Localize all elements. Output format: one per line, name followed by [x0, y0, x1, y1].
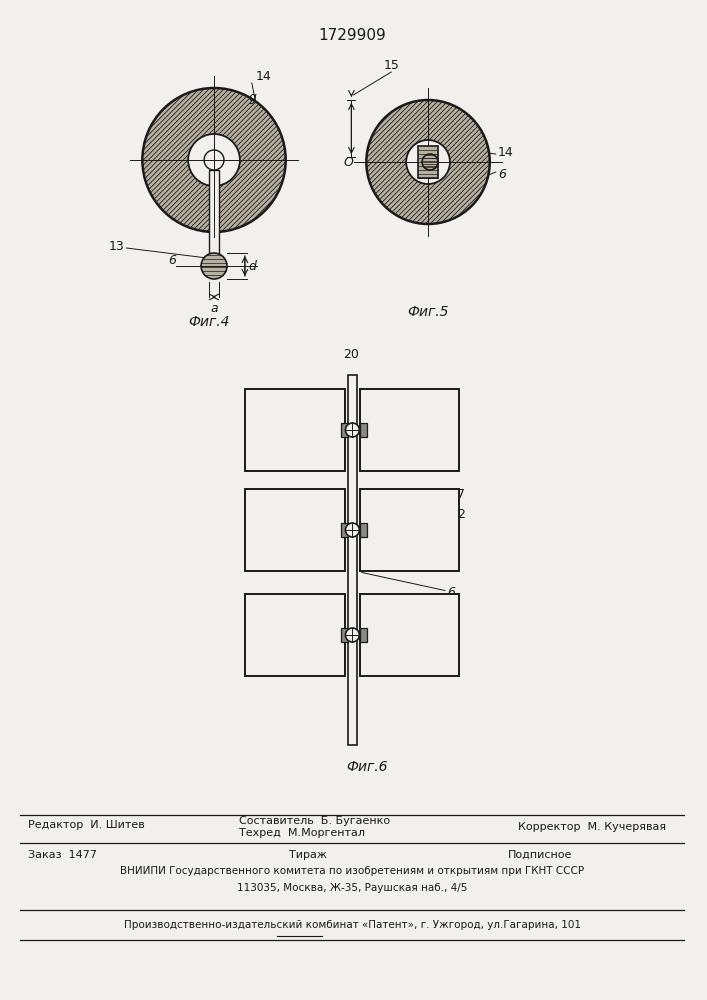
Text: d: d — [249, 259, 257, 272]
Bar — [360, 628, 367, 642]
Text: 14: 14 — [498, 145, 513, 158]
Bar — [245, 489, 345, 571]
Bar — [360, 523, 367, 537]
Text: 7: 7 — [457, 488, 465, 502]
Bar — [348, 375, 357, 745]
Text: 14: 14 — [256, 70, 271, 83]
Text: Подписное: Подписное — [508, 850, 572, 860]
Bar — [360, 389, 460, 471]
Text: O: O — [344, 155, 354, 168]
Bar — [209, 170, 219, 266]
Circle shape — [406, 140, 450, 184]
Bar — [341, 523, 349, 537]
Text: Составитель  Б. Бугаенко: Составитель Б. Бугаенко — [239, 816, 390, 826]
Text: a: a — [210, 302, 218, 315]
Text: Редактор  И. Шитев: Редактор И. Шитев — [28, 820, 145, 830]
Circle shape — [346, 628, 359, 642]
Bar — [245, 389, 345, 471]
Bar — [360, 594, 460, 676]
Text: 6: 6 — [168, 254, 176, 267]
Circle shape — [204, 150, 224, 170]
Text: 6: 6 — [498, 167, 506, 180]
Text: Фиг.5: Фиг.5 — [407, 305, 449, 319]
Text: Техред  М.Моргентал: Техред М.Моргентал — [239, 828, 365, 838]
Text: Фиг.4: Фиг.4 — [188, 315, 230, 329]
Text: Корректор  М. Кучерявая: Корректор М. Кучерявая — [518, 822, 666, 832]
Circle shape — [201, 253, 227, 279]
Bar — [360, 489, 460, 571]
Text: Заказ  1477: Заказ 1477 — [28, 850, 97, 860]
Text: 20: 20 — [344, 349, 359, 361]
Text: 13: 13 — [109, 239, 124, 252]
Circle shape — [346, 423, 359, 437]
Text: Тираж: Тираж — [288, 850, 327, 860]
Text: g: g — [249, 91, 257, 104]
Circle shape — [422, 154, 438, 170]
Bar — [418, 146, 438, 178]
Text: Производственно-издательский комбинат «Патент», г. Ужгород, ул.Гагарина, 101: Производственно-издательский комбинат «П… — [124, 920, 581, 930]
Circle shape — [366, 100, 490, 224]
Circle shape — [142, 88, 286, 232]
Text: 15: 15 — [383, 59, 399, 72]
Circle shape — [346, 523, 359, 537]
Text: Фиг.6: Фиг.6 — [346, 760, 388, 774]
Text: ВНИИПИ Государственного комитета по изобретениям и открытиям при ГКНТ СССР: ВНИИПИ Государственного комитета по изоб… — [120, 866, 585, 876]
Bar — [245, 594, 345, 676]
Bar — [360, 423, 367, 437]
Bar — [341, 628, 349, 642]
Text: 2: 2 — [457, 508, 464, 522]
Text: 6: 6 — [447, 586, 455, 599]
Bar — [341, 423, 349, 437]
Text: 113035, Москва, Ж-35, Раушская наб., 4/5: 113035, Москва, Ж-35, Раушская наб., 4/5 — [238, 883, 467, 893]
Text: 1729909: 1729909 — [319, 28, 386, 43]
Circle shape — [188, 134, 240, 186]
